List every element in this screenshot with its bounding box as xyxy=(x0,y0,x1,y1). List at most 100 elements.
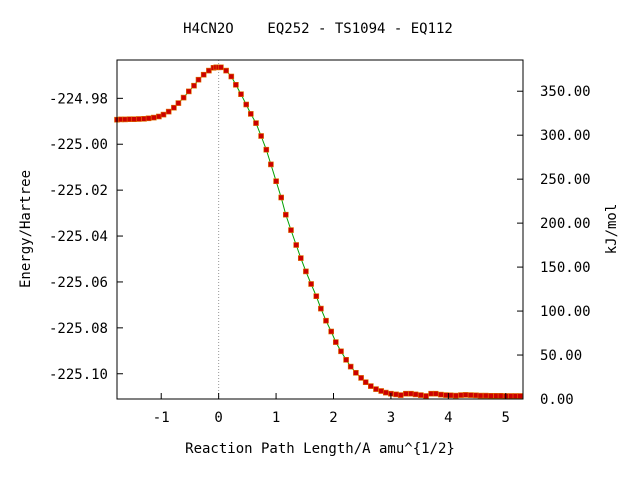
y-tick-label: -225.08 xyxy=(49,321,108,337)
data-point xyxy=(423,393,429,399)
data-point xyxy=(145,115,152,122)
data-point xyxy=(313,293,320,300)
y-tick-label: -225.06 xyxy=(49,275,108,291)
data-point xyxy=(253,120,259,126)
data-point xyxy=(200,71,207,78)
y2-tick-label: 250.00 xyxy=(540,172,591,188)
data-point xyxy=(273,178,279,184)
data-point xyxy=(462,392,469,398)
data-point xyxy=(258,133,264,139)
axis-ticks: -1 0 1 2 3 4 5 -224.98 -225.00 -225.02 -225.04 -225… xyxy=(49,84,591,426)
data-point xyxy=(338,348,344,355)
y2-tick-label: 150.00 xyxy=(540,260,591,276)
y2-tick-label: 350.00 xyxy=(540,84,591,100)
data-point xyxy=(358,375,364,381)
data-point xyxy=(218,64,224,71)
y-tick-label: -224.98 xyxy=(49,91,108,107)
data-point xyxy=(206,67,212,74)
plot-frame xyxy=(116,59,524,400)
data-point xyxy=(447,392,454,399)
y2-tick-label: 0.00 xyxy=(540,392,574,408)
data-point xyxy=(223,67,229,74)
data-point xyxy=(343,356,349,363)
y2-tick-label: 50.00 xyxy=(540,348,582,364)
x-tick-label: 5 xyxy=(502,410,510,426)
data-point xyxy=(438,391,444,398)
data-point xyxy=(308,281,314,287)
x-tick-label: 0 xyxy=(214,410,222,426)
data-point xyxy=(195,76,202,83)
data-point xyxy=(408,390,414,397)
x-tick-label: 4 xyxy=(444,410,452,426)
chart-title: H4CN2O EQ252 - TS1094 - EQ112 xyxy=(183,21,453,37)
data-point xyxy=(318,305,324,312)
y-tick-label: -225.04 xyxy=(49,229,108,245)
data-point xyxy=(156,113,162,120)
data-point xyxy=(353,369,359,376)
data-point xyxy=(432,390,439,397)
data-point xyxy=(493,392,499,399)
data-point xyxy=(171,104,177,111)
y-tick-label: -225.10 xyxy=(49,367,108,383)
data-point xyxy=(417,392,424,398)
x-tick-label: 1 xyxy=(272,410,280,426)
data-point xyxy=(412,391,419,398)
data-point xyxy=(136,116,142,122)
x-tick-label: -1 xyxy=(153,410,170,426)
data-point xyxy=(180,94,187,101)
data-point xyxy=(303,268,309,275)
data-point xyxy=(278,194,285,201)
data-point xyxy=(477,392,484,399)
data-point xyxy=(238,91,244,97)
data-point xyxy=(373,386,379,392)
series-line xyxy=(116,66,521,397)
data-point xyxy=(497,392,504,399)
data-point xyxy=(233,82,239,88)
data-point xyxy=(403,390,409,397)
data-point xyxy=(248,111,254,117)
y2-tick-label: 300.00 xyxy=(540,128,591,144)
data-point xyxy=(332,339,339,345)
data-point xyxy=(160,111,167,118)
data-point xyxy=(131,116,137,122)
data-point xyxy=(428,390,434,397)
x-tick-label: 3 xyxy=(387,410,395,426)
data-point xyxy=(263,146,270,153)
data-point xyxy=(243,101,249,108)
y-tick-label: -225.02 xyxy=(49,183,108,199)
data-point xyxy=(268,161,274,168)
data-point xyxy=(323,317,329,324)
y2-tick-label: 200.00 xyxy=(540,216,591,232)
data-point xyxy=(228,73,235,80)
data-point xyxy=(126,116,133,122)
y-axis-label: Energy/Hartree xyxy=(18,170,34,288)
data-point xyxy=(458,392,464,398)
data-point xyxy=(512,393,519,399)
x-tick-label: 2 xyxy=(329,410,337,426)
data-point xyxy=(378,388,385,394)
data-point xyxy=(175,100,182,106)
data-point xyxy=(393,391,399,398)
data-point xyxy=(186,88,192,95)
data-point xyxy=(347,363,354,370)
data-point xyxy=(297,255,304,261)
data-point xyxy=(362,379,369,386)
data-point xyxy=(508,393,514,399)
data-point xyxy=(165,108,172,115)
data-point xyxy=(397,392,404,398)
data-point xyxy=(282,211,289,218)
x-axis-label: Reaction Path Length/A amu^{1/2} xyxy=(185,441,455,457)
data-point xyxy=(467,392,474,398)
plot-marks xyxy=(114,60,523,399)
data-point xyxy=(443,392,449,398)
y-tick-label: -225.00 xyxy=(49,137,108,153)
data-point xyxy=(293,242,300,248)
data-point xyxy=(517,393,523,399)
data-point xyxy=(191,82,197,89)
data-point xyxy=(288,227,294,233)
data-point xyxy=(487,392,494,399)
data-point xyxy=(382,389,389,396)
data-point xyxy=(482,392,489,399)
y2-axis-label: kJ/mol xyxy=(604,204,620,255)
